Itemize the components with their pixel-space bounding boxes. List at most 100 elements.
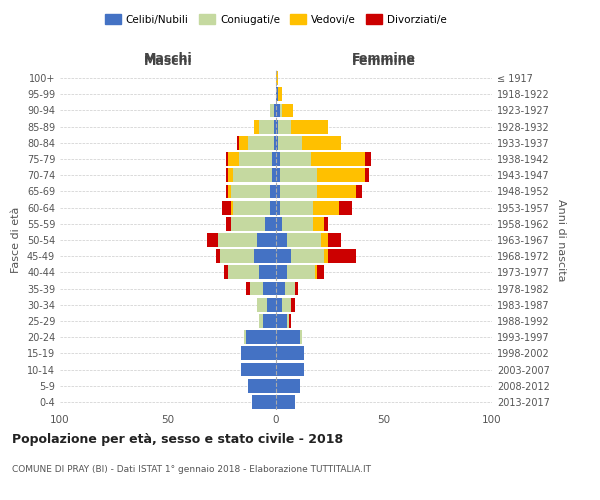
Bar xyxy=(278,136,302,149)
Bar xyxy=(272,168,276,182)
Bar xyxy=(263,314,276,328)
Bar xyxy=(287,233,322,247)
Bar xyxy=(313,217,323,230)
Bar xyxy=(284,282,295,296)
Bar xyxy=(283,217,313,230)
Bar xyxy=(276,266,287,280)
Bar xyxy=(259,120,274,134)
Bar xyxy=(338,200,352,214)
Bar xyxy=(229,168,233,182)
Bar xyxy=(276,217,283,230)
Bar xyxy=(317,266,323,280)
Bar xyxy=(300,330,302,344)
Bar xyxy=(276,395,295,409)
Bar xyxy=(241,362,276,376)
Bar xyxy=(280,184,317,198)
Bar xyxy=(246,282,250,296)
Bar xyxy=(278,88,283,101)
Bar xyxy=(365,168,369,182)
Bar xyxy=(276,168,280,182)
Text: Femmine: Femmine xyxy=(352,52,416,65)
Bar xyxy=(323,250,328,263)
Text: COMUNE DI PRAY (BI) - Dati ISTAT 1° gennaio 2018 - Elaborazione TUTTITALIA.IT: COMUNE DI PRAY (BI) - Dati ISTAT 1° genn… xyxy=(12,466,371,474)
Bar xyxy=(269,200,276,214)
Bar xyxy=(276,88,278,101)
Bar xyxy=(280,200,313,214)
Bar xyxy=(248,136,274,149)
Bar xyxy=(276,200,280,214)
Bar xyxy=(254,250,276,263)
Bar xyxy=(220,250,254,263)
Bar xyxy=(215,250,220,263)
Bar xyxy=(280,152,311,166)
Bar xyxy=(226,152,229,166)
Bar xyxy=(280,168,317,182)
Text: Maschi: Maschi xyxy=(143,56,193,68)
Bar xyxy=(276,233,287,247)
Bar xyxy=(257,233,276,247)
Bar xyxy=(250,282,263,296)
Bar xyxy=(289,314,291,328)
Bar xyxy=(233,168,272,182)
Bar xyxy=(263,282,276,296)
Bar xyxy=(322,233,328,247)
Bar xyxy=(311,152,365,166)
Bar xyxy=(259,266,276,280)
Text: Femmine: Femmine xyxy=(352,56,416,68)
Y-axis label: Anni di nascita: Anni di nascita xyxy=(556,198,566,281)
Bar xyxy=(222,200,230,214)
Bar xyxy=(276,152,280,166)
Bar xyxy=(269,184,276,198)
Bar xyxy=(224,266,229,280)
Legend: Celibi/Nubili, Coniugati/e, Vedovi/e, Divorziati/e: Celibi/Nubili, Coniugati/e, Vedovi/e, Di… xyxy=(101,10,451,29)
Bar xyxy=(323,217,328,230)
Bar xyxy=(283,104,293,118)
Bar xyxy=(239,152,272,166)
Bar xyxy=(237,136,239,149)
Bar xyxy=(244,330,246,344)
Bar xyxy=(226,168,229,182)
Bar xyxy=(313,200,338,214)
Bar xyxy=(272,152,276,166)
Bar xyxy=(287,266,315,280)
Bar xyxy=(268,298,276,312)
Bar xyxy=(278,120,291,134)
Bar xyxy=(274,136,276,149)
Bar xyxy=(276,184,280,198)
Bar xyxy=(317,168,365,182)
Bar xyxy=(328,250,356,263)
Bar xyxy=(257,298,268,312)
Bar xyxy=(276,120,278,134)
Bar xyxy=(207,233,218,247)
Bar xyxy=(230,200,233,214)
Bar xyxy=(265,217,276,230)
Bar xyxy=(229,266,259,280)
Bar xyxy=(280,104,283,118)
Bar xyxy=(276,330,300,344)
Bar xyxy=(276,104,280,118)
Bar xyxy=(252,395,276,409)
Bar xyxy=(274,104,276,118)
Bar xyxy=(248,379,276,392)
Bar xyxy=(317,184,356,198)
Bar xyxy=(276,71,278,85)
Bar xyxy=(291,298,295,312)
Bar xyxy=(276,362,304,376)
Text: Maschi: Maschi xyxy=(143,52,193,65)
Bar xyxy=(259,314,263,328)
Bar xyxy=(291,120,328,134)
Bar xyxy=(283,298,291,312)
Bar xyxy=(274,120,276,134)
Text: Popolazione per età, sesso e stato civile - 2018: Popolazione per età, sesso e stato civil… xyxy=(12,432,343,446)
Bar xyxy=(276,250,291,263)
Bar xyxy=(246,330,276,344)
Bar xyxy=(295,282,298,296)
Bar xyxy=(229,184,230,198)
Bar xyxy=(230,217,265,230)
Bar xyxy=(226,184,229,198)
Bar xyxy=(276,136,278,149)
Bar xyxy=(302,136,341,149)
Bar xyxy=(226,217,230,230)
Bar xyxy=(328,233,341,247)
Bar xyxy=(276,379,300,392)
